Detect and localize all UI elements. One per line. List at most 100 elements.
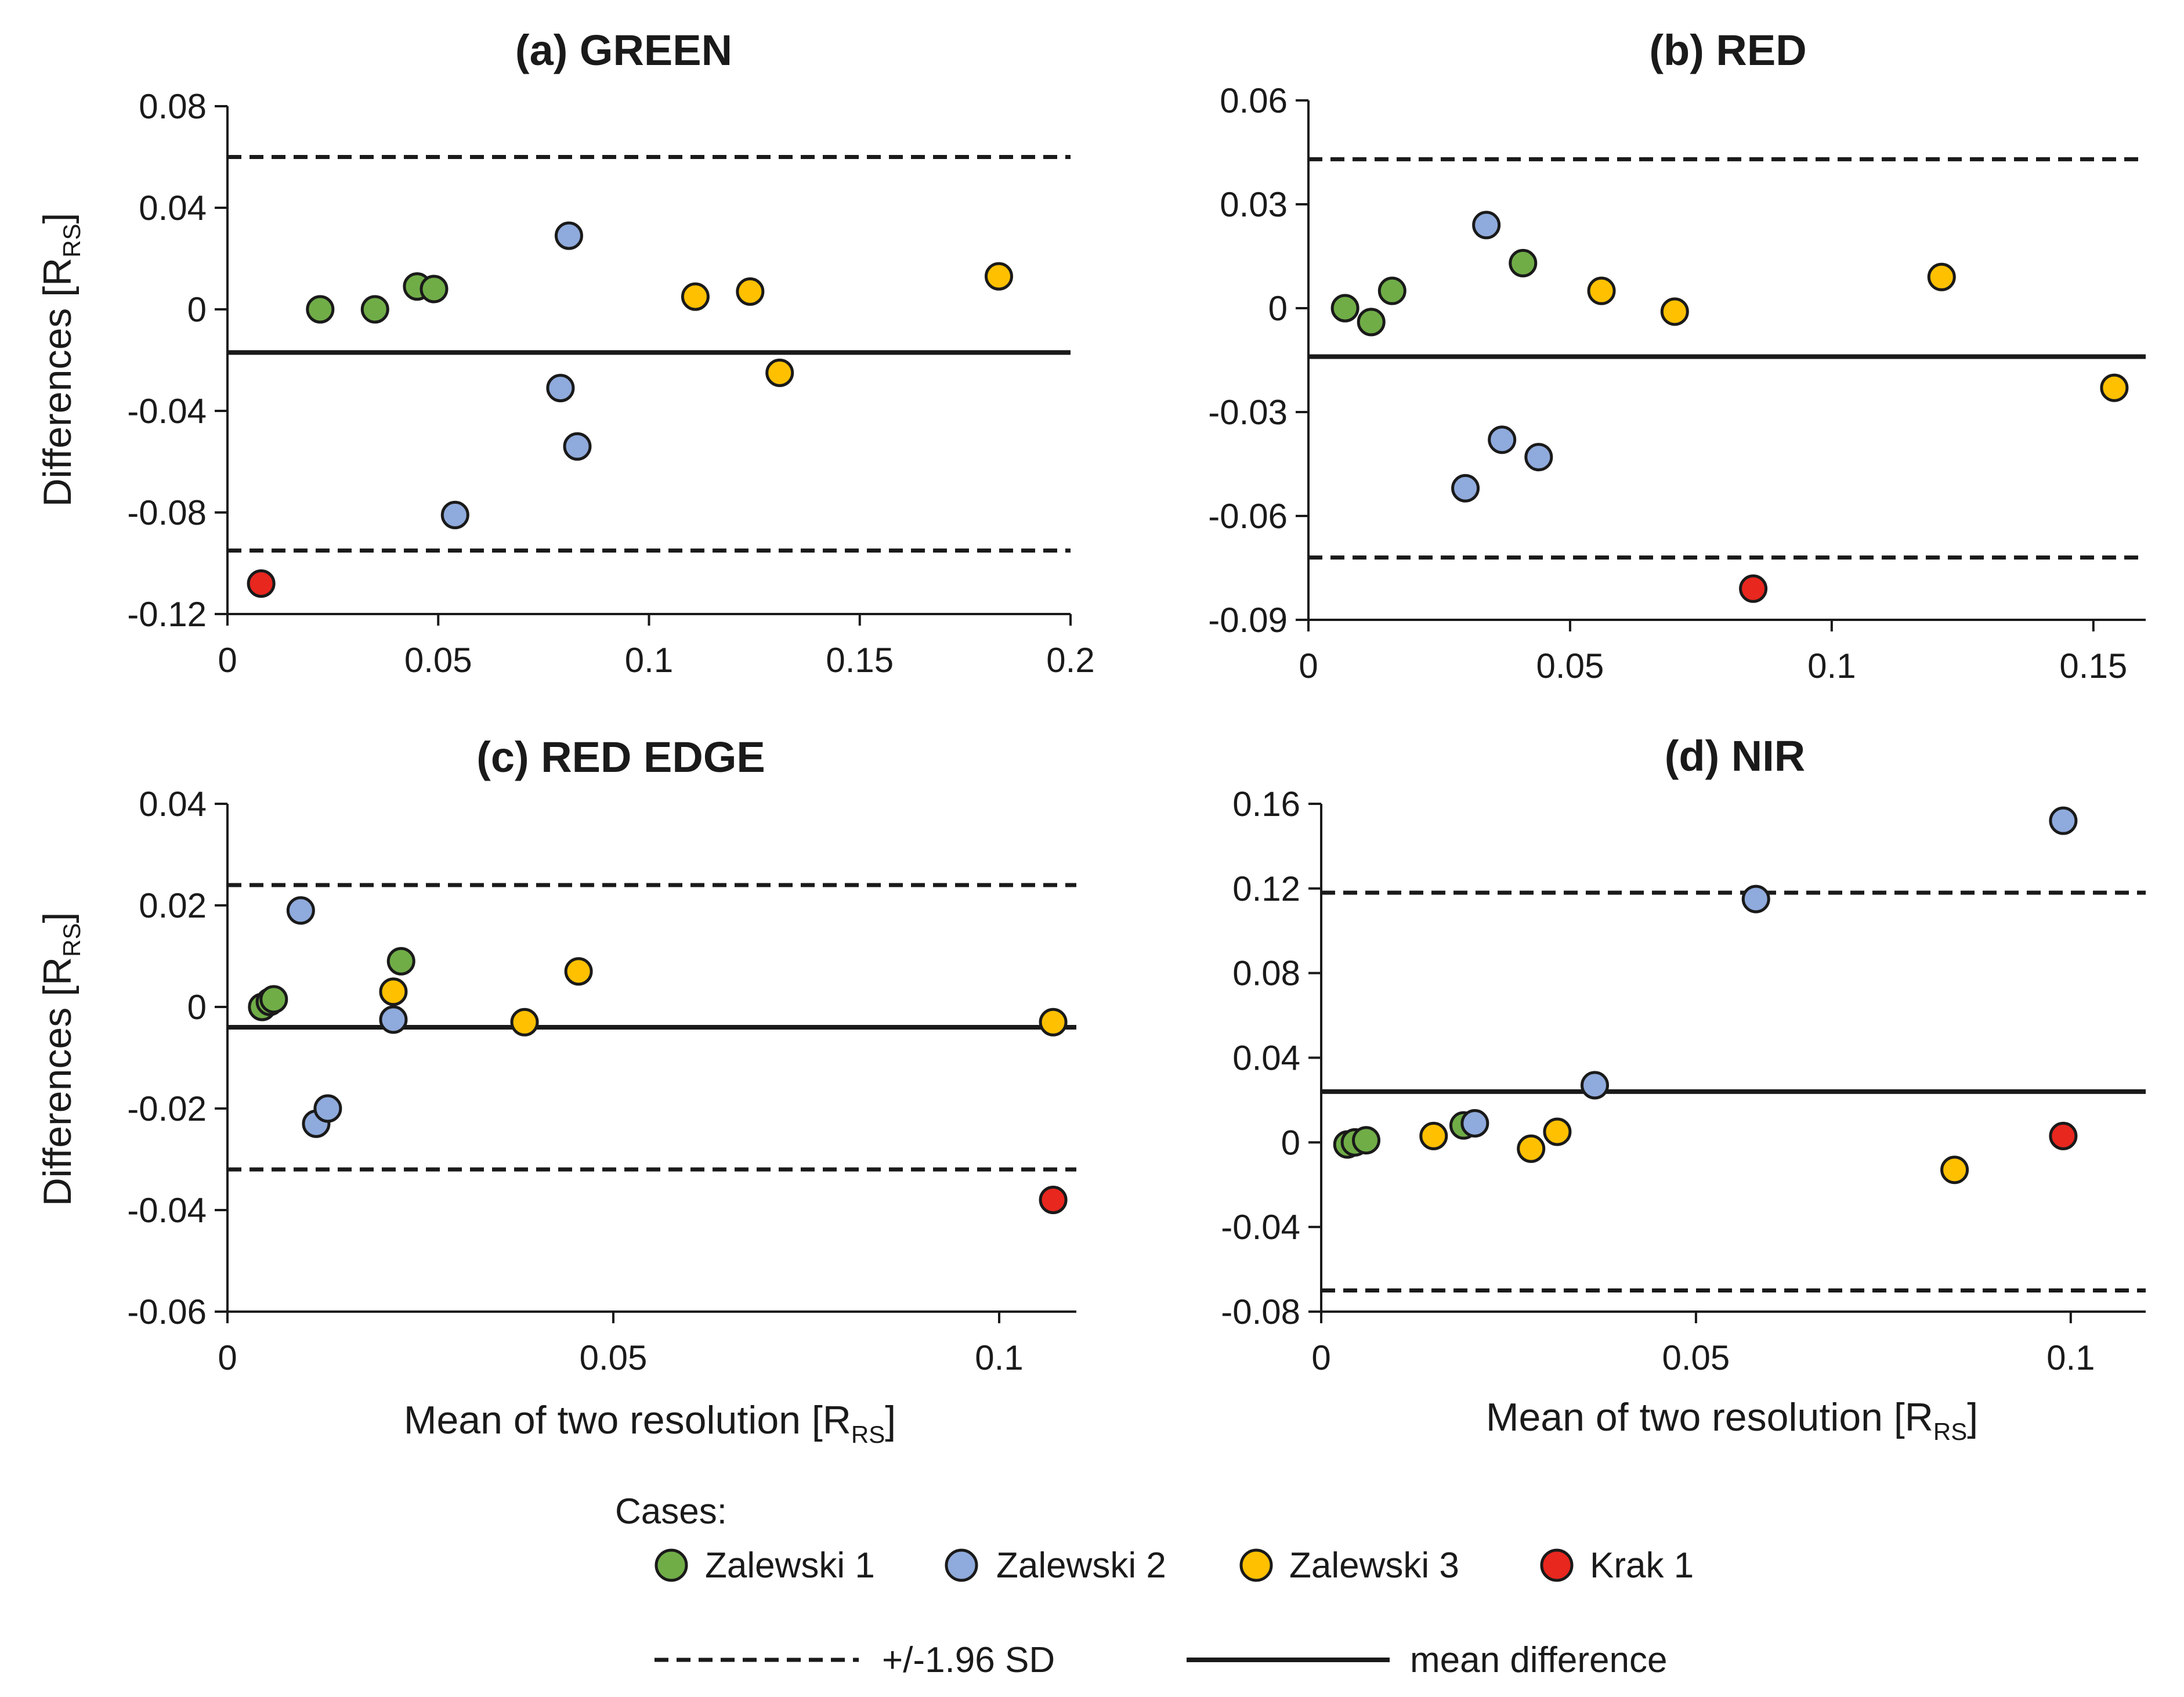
red-edge-point-zalewski-3	[564, 957, 593, 986]
nir-point-zalewski-2	[1581, 1071, 1610, 1100]
red-point-zalewski-2	[1524, 443, 1553, 472]
nir-y-tick-label: 0.04	[1232, 1039, 1300, 1078]
legend-label-zalewski-1: Zalewski 1	[705, 1546, 875, 1586]
green-point-zalewski-2	[440, 500, 469, 529]
red-edge-y-tick-label: -0.02	[127, 1089, 207, 1128]
red-x-tick-label: 0.05	[1536, 647, 1604, 685]
green-point-zalewski-2	[554, 221, 583, 250]
nir-x-tick-label: 0.1	[2046, 1338, 2095, 1377]
red-point-zalewski-2	[1472, 211, 1501, 240]
nir-point-zalewski-3	[1543, 1117, 1572, 1146]
legend-marker-zalewski-2	[945, 1548, 978, 1582]
legend-marker-krak-1	[1540, 1548, 1574, 1582]
red-point-zalewski-3	[1587, 276, 1616, 305]
nir-point-zalewski-3	[1517, 1134, 1546, 1163]
green-x-tick-label: 0	[218, 641, 237, 680]
nir-point-zalewski-2	[1460, 1109, 1489, 1138]
nir-y-tick-label: -0.08	[1221, 1292, 1300, 1331]
green-point-zalewski-1	[306, 295, 335, 324]
green-point-zalewski-3	[765, 358, 794, 387]
legend-title: Cases:	[615, 1492, 727, 1532]
red-edge-y-tick-label: 0.02	[139, 886, 207, 925]
red-edge-y-tick-label: -0.06	[127, 1292, 207, 1331]
red-point-krak-1	[1739, 574, 1768, 603]
green-point-zalewski-3	[984, 262, 1013, 291]
legend-label-krak-1: Krak 1	[1590, 1546, 1694, 1586]
red-edge-point-zalewski-2	[286, 896, 315, 925]
green-point-zalewski-3	[736, 277, 765, 306]
red-edge-point-zalewski-3	[1039, 1008, 1068, 1037]
red-point-zalewski-1	[1377, 276, 1406, 305]
legend-marker-zalewski-3	[1239, 1548, 1273, 1582]
nir-point-zalewski-2	[2049, 806, 2078, 835]
red-edge-x-tick-label: 0	[218, 1338, 237, 1377]
red-y-tick-label: 0.03	[1220, 185, 1288, 224]
red-point-zalewski-3	[2100, 373, 2129, 402]
red-title: (b) RED	[1649, 26, 1806, 74]
red-edge-point-zalewski-1	[386, 947, 415, 976]
green-x-tick-label: 0.1	[625, 641, 673, 680]
red-edge-point-zalewski-2	[379, 1005, 408, 1034]
legend-marker-zalewski-1	[655, 1548, 688, 1582]
legend-mean-label: mean difference	[1410, 1640, 1667, 1680]
legend-sd-label: +/-1.96 SD	[882, 1640, 1055, 1680]
panel-red: (b) RED -0.09 -0.06 -0.03 0 0.03 0.06 0 0.05 0.1 0…	[1208, 26, 2146, 685]
green-y-tick-label: 0.08	[139, 87, 207, 126]
nir-point-krak-1	[2049, 1121, 2078, 1150]
nir-y-tick-label: -0.04	[1221, 1208, 1300, 1247]
green-x-tick-label: 0.05	[404, 641, 472, 680]
red-point-zalewski-1	[1357, 308, 1386, 337]
red-edge-point-krak-1	[1039, 1186, 1068, 1214]
green-y-axis-label: Differences [RRS]	[35, 213, 85, 507]
red-edge-y-axis-label: Differences [RRS]	[35, 912, 85, 1207]
green-point-krak-1	[247, 569, 276, 598]
red-edge-point-zalewski-3	[379, 977, 408, 1006]
red-y-tick-label: 0	[1268, 289, 1288, 328]
panel-red-edge: (c) RED EDGE -0.06 -0.04 -0.02 0 0.02 0.04 0 0.0…	[35, 733, 1076, 1448]
legend: Cases: Zalewski 1 Zalewski 2 Zalewski 3 …	[615, 1492, 1694, 1680]
nir-title: (d) NIR	[1665, 732, 1806, 780]
green-x-tick-label: 0.2	[1046, 641, 1094, 680]
red-point-zalewski-3	[1660, 297, 1689, 326]
nir-y-tick-label: 0.08	[1232, 954, 1300, 993]
green-title: (a) GREEN	[515, 26, 732, 74]
green-y-tick-label: -0.04	[127, 392, 207, 431]
red-edge-point-zalewski-1	[259, 985, 288, 1014]
green-y-tick-label: 0	[187, 290, 207, 329]
red-edge-point-zalewski-3	[510, 1008, 539, 1037]
red-edge-y-tick-label: 0.04	[139, 785, 207, 824]
red-point-zalewski-1	[1330, 294, 1359, 323]
red-edge-x-axis-label: Mean of two resolution [RRS]	[404, 1398, 896, 1448]
legend-label-zalewski-2: Zalewski 2	[996, 1546, 1166, 1586]
panel-nir: (d) NIR -0.08 -0.04 0 0.04 0.08 0.12 0.16 0 0.05 0…	[1221, 732, 2146, 1445]
red-x-tick-label: 0.1	[1807, 647, 1856, 685]
red-edge-y-tick-label: -0.04	[127, 1191, 207, 1230]
nir-y-tick-label: 0.12	[1232, 869, 1300, 908]
nir-x-tick-label: 0	[1311, 1338, 1330, 1377]
nir-point-zalewski-2	[1741, 884, 1770, 914]
red-point-zalewski-2	[1451, 474, 1480, 503]
red-edge-x-tick-label: 0.05	[580, 1338, 648, 1377]
green-y-tick-label: -0.08	[127, 493, 207, 532]
green-point-zalewski-2	[563, 432, 592, 461]
green-point-zalewski-2	[546, 374, 575, 403]
green-y-tick-label: 0.04	[139, 189, 207, 228]
legend-label-zalewski-3: Zalewski 3	[1289, 1546, 1459, 1586]
red-edge-y-tick-label: 0	[187, 988, 207, 1027]
red-x-tick-label: 0.15	[2059, 647, 2127, 685]
green-y-tick-label: -0.12	[127, 595, 207, 634]
red-y-tick-label: 0.06	[1220, 81, 1288, 120]
red-y-tick-label: -0.09	[1208, 601, 1288, 640]
nir-point-zalewski-3	[1419, 1121, 1448, 1150]
nir-y-tick-label: 0.16	[1232, 785, 1300, 824]
nir-x-tick-label: 0.05	[1662, 1338, 1730, 1377]
red-edge-x-tick-label: 0.1	[975, 1338, 1023, 1377]
nir-y-tick-label: 0	[1281, 1123, 1300, 1162]
red-x-tick-label: 0	[1299, 647, 1318, 685]
red-edge-point-zalewski-2	[313, 1094, 342, 1123]
panel-green: (a) GREEN -0.12 -0.08 -0.04 0 0.04 0.08 0 0.05 0.…	[35, 26, 1095, 680]
green-x-tick-label: 0.15	[826, 641, 894, 680]
red-edge-title: (c) RED EDGE	[476, 733, 765, 781]
red-y-tick-label: -0.03	[1208, 393, 1288, 432]
